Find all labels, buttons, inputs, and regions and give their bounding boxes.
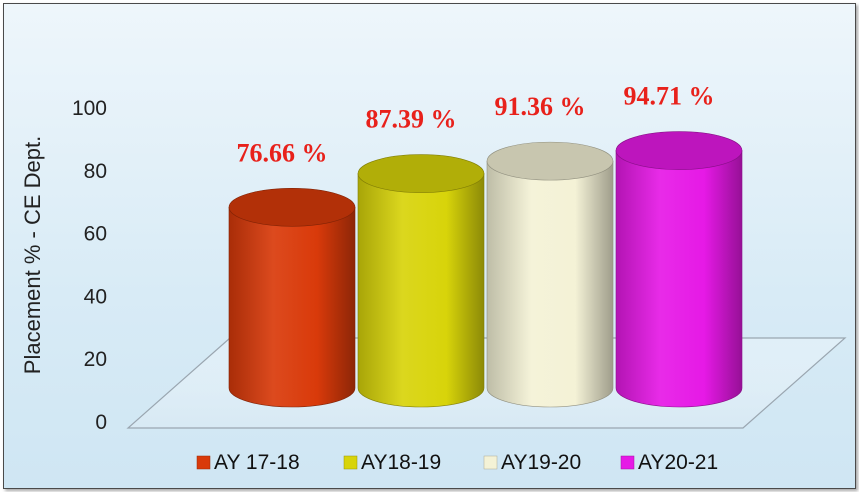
data-label: 94.71 % [624, 82, 715, 111]
legend-swatch [620, 455, 635, 470]
y-tick-label: 0 [95, 411, 107, 434]
bar-ay19-20 [486, 141, 614, 408]
data-labels: 76.66 % 87.39 % 91.36 % 94.71 % [237, 82, 715, 168]
legend-label: AY20-21 [638, 451, 718, 474]
legend-label: AY 17-18 [214, 451, 300, 474]
legend-item: AY 17-18 [196, 451, 300, 474]
data-label: 91.36 % [495, 92, 586, 121]
legend: AY 17-18 AY18-19 AY19-20 AY20-21 [196, 451, 718, 474]
legend-item: AY18-19 [343, 451, 441, 474]
y-tick-label: 40 [84, 285, 107, 308]
bar-top [228, 187, 356, 227]
y-tick-label: 80 [84, 160, 107, 183]
legend-label: AY18-19 [361, 451, 441, 474]
legend-item: AY19-20 [483, 451, 581, 474]
legend-item: AY20-21 [620, 451, 718, 474]
legend-label: AY19-20 [501, 451, 581, 474]
y-tick-label: 20 [84, 348, 107, 371]
bar-ay17-18 [228, 187, 356, 408]
bar-top [486, 141, 614, 181]
data-label: 76.66 % [237, 138, 328, 167]
bar-body [486, 160, 614, 408]
legend-swatch [483, 455, 498, 470]
bar-ay20-21 [615, 131, 743, 408]
data-label: 87.39 % [366, 105, 457, 134]
bar-body [228, 206, 356, 408]
legend-swatch [196, 455, 211, 470]
y-tick-label: 100 [72, 97, 107, 120]
bar-ay18-19 [357, 154, 485, 408]
bar-top [615, 131, 743, 170]
bar-body [357, 173, 485, 408]
bars [228, 131, 743, 408]
bar-body [615, 150, 743, 408]
bar-top [357, 154, 485, 193]
y-axis-label: Placement % - CE Dept. [20, 136, 45, 374]
y-axis: 0 20 40 60 80 100 [72, 97, 107, 434]
y-tick-label: 60 [84, 223, 107, 246]
legend-swatch [343, 455, 358, 470]
